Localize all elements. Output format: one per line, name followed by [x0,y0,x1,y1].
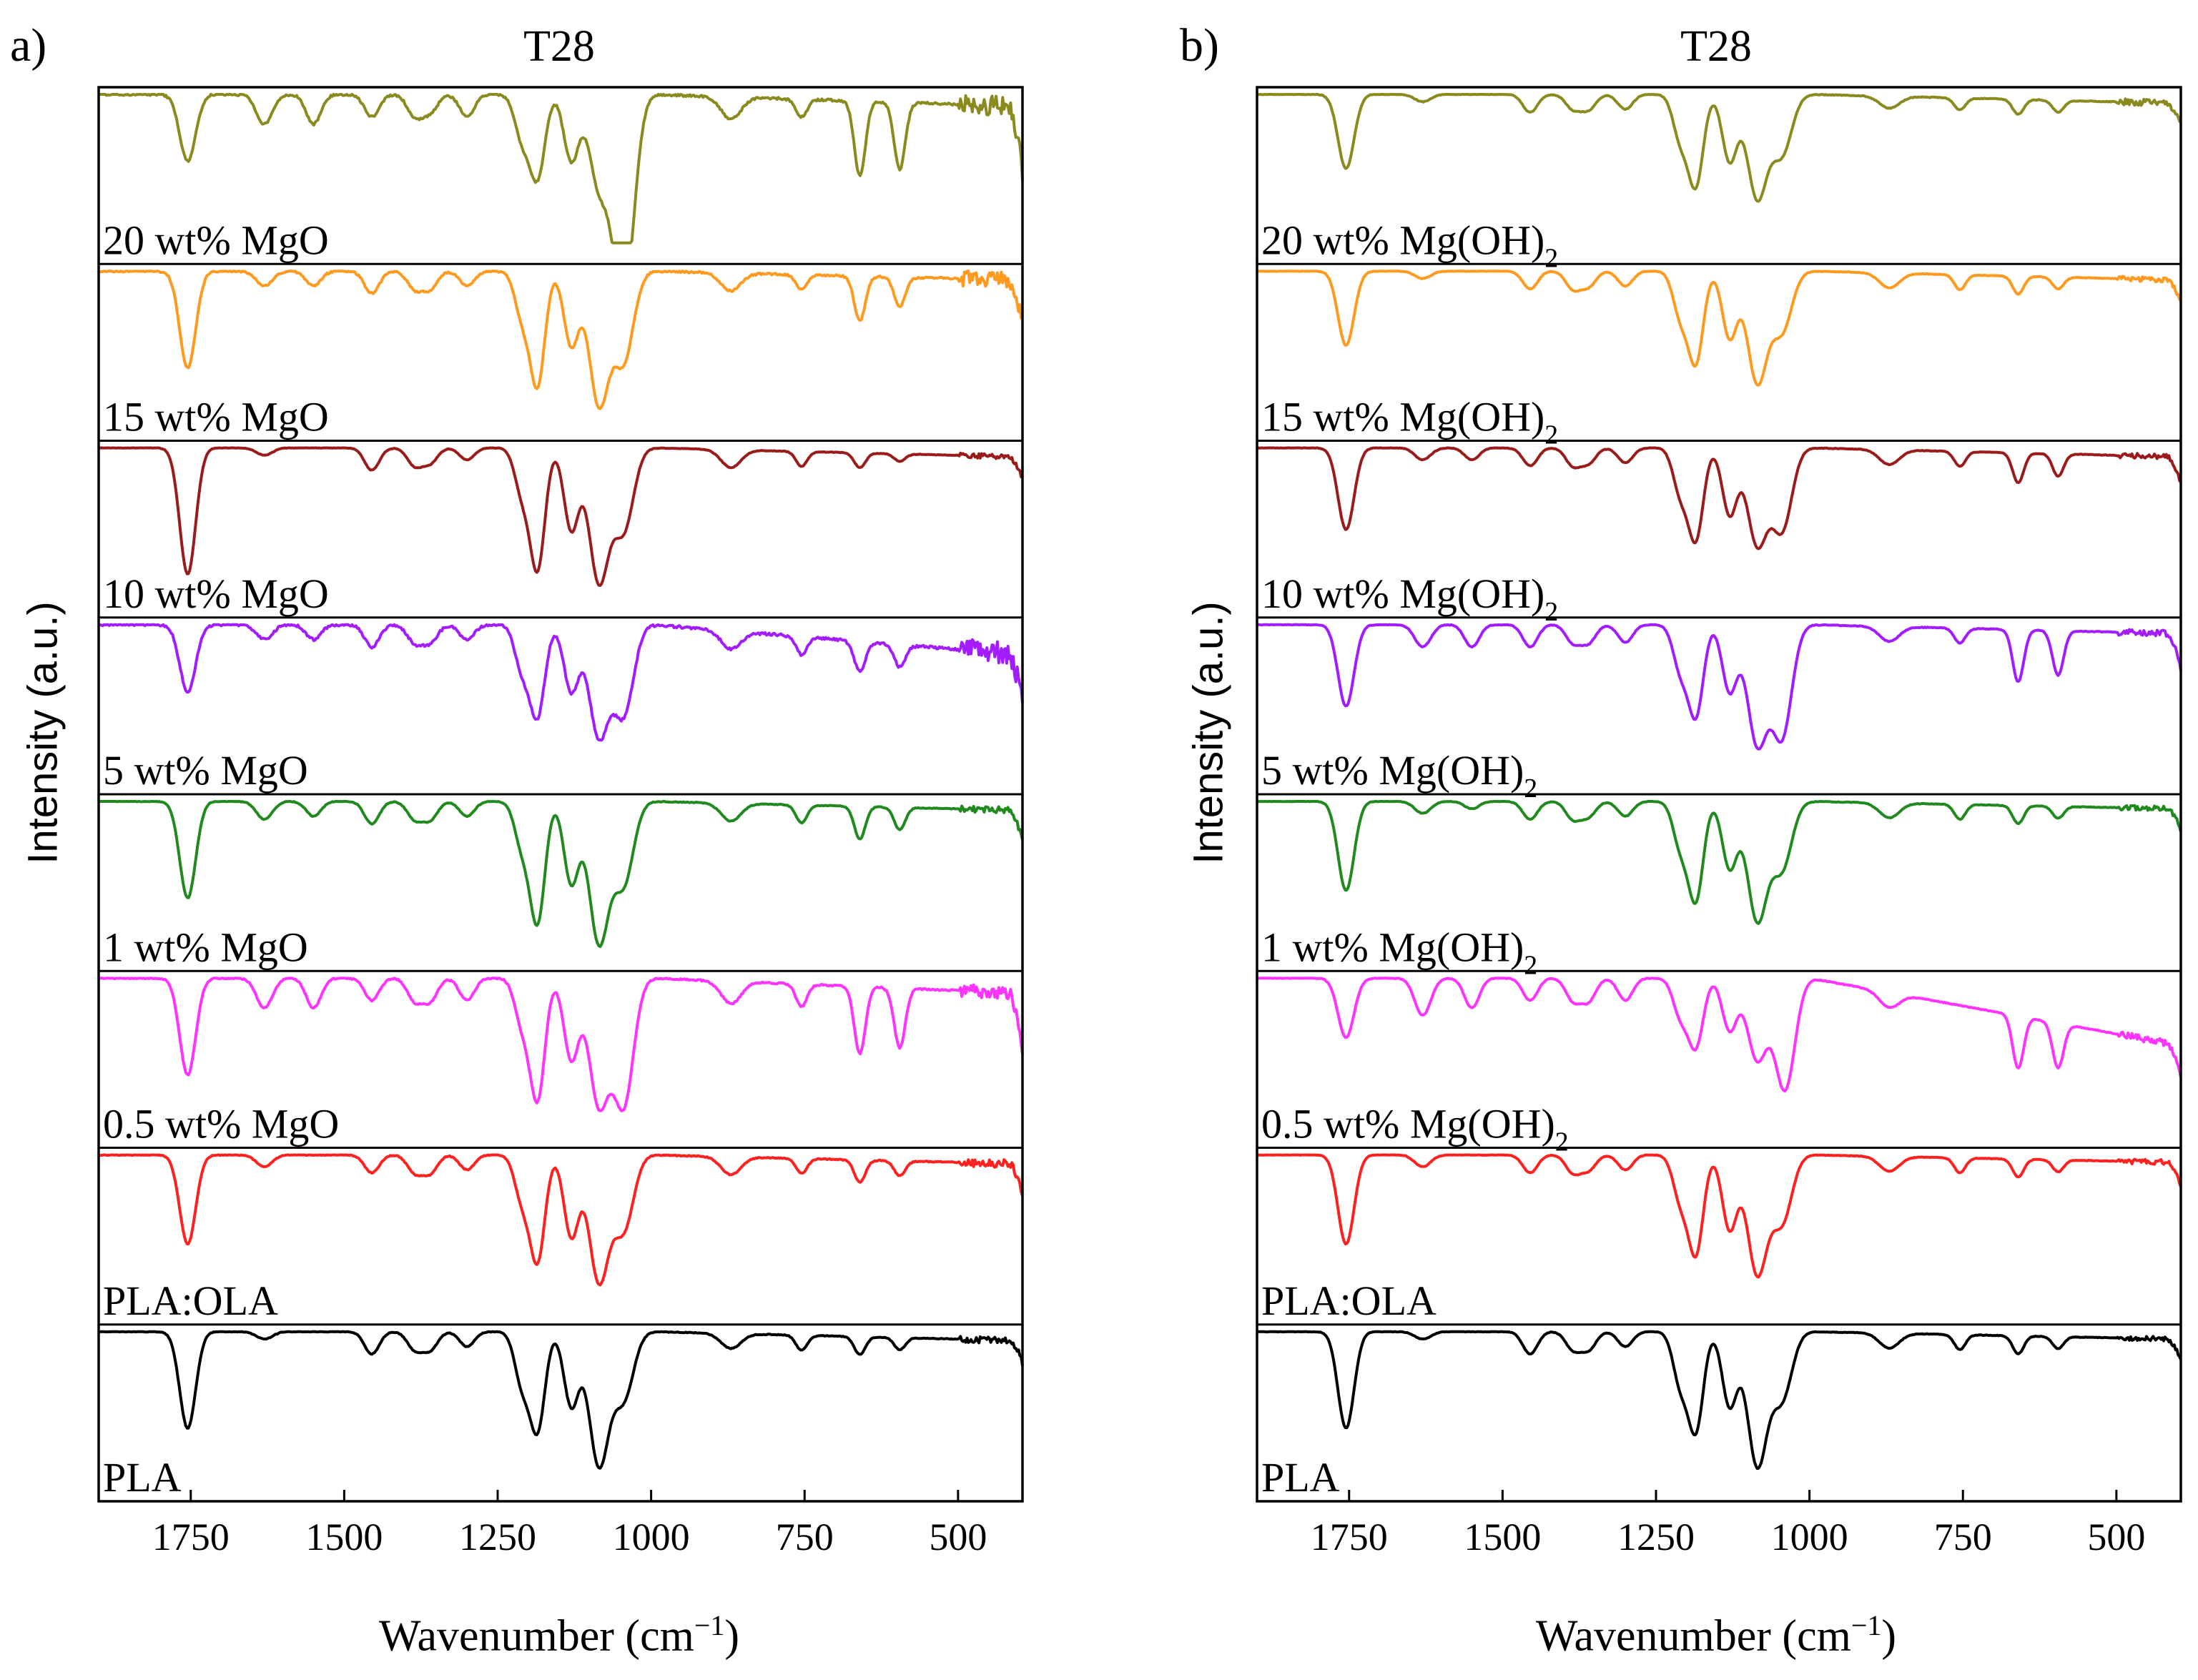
panel-b-series-label: PLA [1261,1454,1340,1501]
panel-a-xlabel-text: Wavenumber [378,1611,614,1661]
panel-a-series-label: 5 wt% MgO [103,747,308,794]
panel-b-xtick-label: 1750 [1311,1516,1388,1558]
panel-a-series-line [98,1153,1024,1287]
panel-b-xlabel-text: Wavenumber [1535,1611,1771,1661]
panel-a-xlabel-exp: −1 [694,1609,725,1641]
panel-b-series-label-subscript: 2 [1524,774,1537,804]
panel-a-xlabel: Wavenumber (cm−1) [378,1609,740,1661]
panel-a-xtick-label: 1000 [613,1516,690,1558]
panel-b-series-label-subscript: 2 [1544,420,1558,450]
panel-b-xtick-label: 1250 [1617,1516,1695,1558]
panel-a-series-line [98,1330,1024,1470]
panel-a-letter: a) [10,19,47,71]
panel-b-series-line [1256,623,2182,751]
panel-b-xtick-label: 1500 [1464,1516,1541,1558]
panel-a-series-label: 1 wt% MgO [103,924,308,970]
panel-a-series-line [98,270,1024,410]
panel-b-series-line [1256,800,2182,925]
panel-a-series-label: 15 wt% MgO [103,394,329,440]
panel-b-xlabel-unit: cm [1797,1611,1851,1661]
panel-a-series-line [98,977,1024,1112]
panel-a-title: T28 [523,22,595,71]
panel-b-xtick-label: 1000 [1771,1516,1848,1558]
panel-b-series-line [1256,977,2182,1092]
panel-b-letter: b) [1180,19,1219,71]
panel-b-axes-frame [1256,86,2182,1503]
panel-a-series-line [98,446,1023,587]
panel-b-series-line [1256,93,2182,203]
panel-a-series-label: 0.5 wt% MgO [103,1101,339,1147]
panel-b-series-label-subscript: 2 [1555,1127,1569,1157]
panel-a-xtick-label: 1250 [459,1516,536,1558]
panel-a-xtick-label: 750 [776,1516,834,1558]
panel-b-xlabel-exp: −1 [1850,1609,1882,1641]
panel-a-series-label: PLA [103,1454,182,1501]
panel-b-series-line [1256,270,2182,387]
panel-a-series-line [98,93,1024,244]
panel-b-series-label: PLA:OLA [1261,1278,1436,1324]
panel-a-series-label: 20 wt% MgO [103,217,329,263]
panel-b-series-label-subscript: 2 [1524,950,1537,980]
panel-b-xtick-label: 750 [1934,1516,1992,1558]
panel-b-series-line [1256,446,2182,550]
panel-a-series-line [98,800,1024,948]
panel-a-series-label: PLA:OLA [103,1278,278,1324]
panel-b-xtick-label: 500 [2087,1516,2145,1558]
panel-a-series-line [98,623,1024,742]
panel-b-xlabel: Wavenumber (cm−1) [1535,1609,1897,1661]
panel-b-series-label-subscript: 2 [1544,597,1558,627]
panel-a-axes-frame [97,86,1024,1503]
panel-a-xlabel-unit: cm [640,1611,694,1661]
panel-a-xtick-label: 500 [929,1516,987,1558]
panel-b-series-line [1256,1330,2182,1471]
panel-a-xtick-label: 1750 [152,1516,230,1558]
panel-b-series-label-subscript: 2 [1544,243,1558,273]
panel-a-series-label: 10 wt% MgO [103,570,329,617]
panel-b-title: T28 [1680,22,1752,71]
panel-b-series-line [1256,1153,2182,1279]
panel-a-xtick-label: 1500 [305,1516,383,1558]
